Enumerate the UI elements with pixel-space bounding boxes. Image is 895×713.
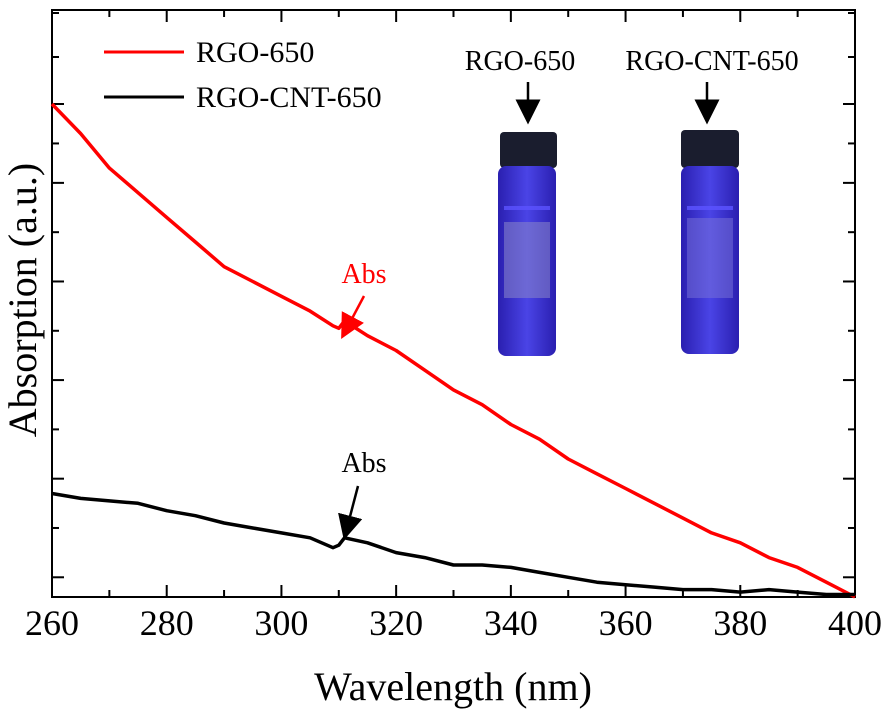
x-tick-label-280: 280 — [140, 603, 194, 643]
annotation-abs-black: Abs — [341, 448, 386, 479]
x-tick-label-400: 400 — [828, 603, 882, 643]
x-tick-label-340: 340 — [484, 603, 538, 643]
x-tick-label-320: 320 — [369, 603, 423, 643]
x-tick-label-300: 300 — [254, 603, 308, 643]
legend-label-rgo-650: RGO-650 — [196, 36, 314, 69]
legend-label-rgo-cnt-650: RGO-CNT-650 — [196, 81, 382, 114]
series-line-rgo-cnt-650 — [51, 491, 855, 597]
vial-label-rgo-650: RGO-650 — [465, 46, 575, 77]
series-line-rgo-650 — [50, 102, 856, 599]
annotation-arrow-black — [338, 485, 363, 541]
series-group — [50, 102, 856, 599]
annotation-arrow-red — [341, 295, 366, 340]
annotation-rgo-650: Abs — [341, 259, 387, 340]
annotation-abs-red: Abs — [341, 259, 386, 290]
x-tick-label-380: 380 — [713, 603, 767, 643]
x-axis-title: Wavelength (nm) — [314, 664, 592, 709]
vial-rgo-650 — [498, 132, 557, 356]
y-axis-ticks — [52, 12, 855, 579]
vial-label-rgo-cnt-650: RGO-CNT-650 — [625, 46, 798, 77]
vial-rgo-cnt-650 — [681, 130, 739, 354]
vial-inset: RGO-650 RGO-CNT-650 — [465, 46, 799, 356]
x-tick-label-360: 360 — [599, 603, 653, 643]
annotation-rgo-cnt-650: Abs — [338, 448, 387, 541]
y-axis-title: Absorption (a.u.) — [0, 163, 45, 437]
legend: RGO-650 RGO-CNT-650 — [104, 36, 382, 114]
x-tick-label-260: 260 — [25, 603, 79, 643]
x-axis-ticks: 260 280 300 320 340 360 380 400 — [25, 10, 882, 643]
